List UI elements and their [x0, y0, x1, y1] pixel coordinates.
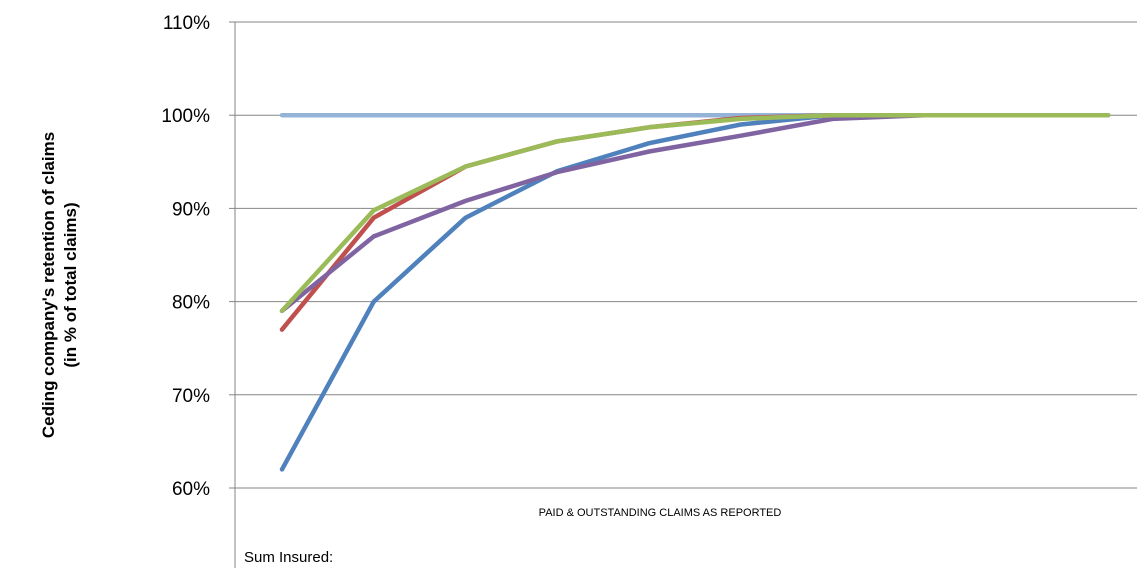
series-lines — [279, 112, 1111, 472]
y-tick-label: 80% — [172, 293, 210, 314]
gridlines — [235, 21, 1137, 489]
y-axis-label-line-2: (in % of total claims) — [61, 202, 80, 367]
y-tick-label: 90% — [172, 199, 210, 220]
y-tick-label: 110% — [163, 13, 210, 34]
series-line-5 — [279, 112, 1111, 314]
y-tick-label: 60% — [172, 479, 210, 500]
y-axis-ticks: 110% 100% 90% 80% 70% 60% — [161, 13, 235, 500]
series-line-4 — [279, 112, 1111, 314]
paid-outstanding-annotation: PAID & OUTSTANDING CLAIMS AS REPORTED — [539, 507, 782, 519]
y-tick-label: 70% — [172, 386, 210, 407]
x-axis-label: Sum Insured: — [244, 549, 333, 566]
y-tick-label: 100% — [161, 106, 210, 127]
y-axis-label-line-1: Ceding company's retention of claims — [39, 132, 58, 438]
series-line-2 — [279, 112, 1111, 472]
